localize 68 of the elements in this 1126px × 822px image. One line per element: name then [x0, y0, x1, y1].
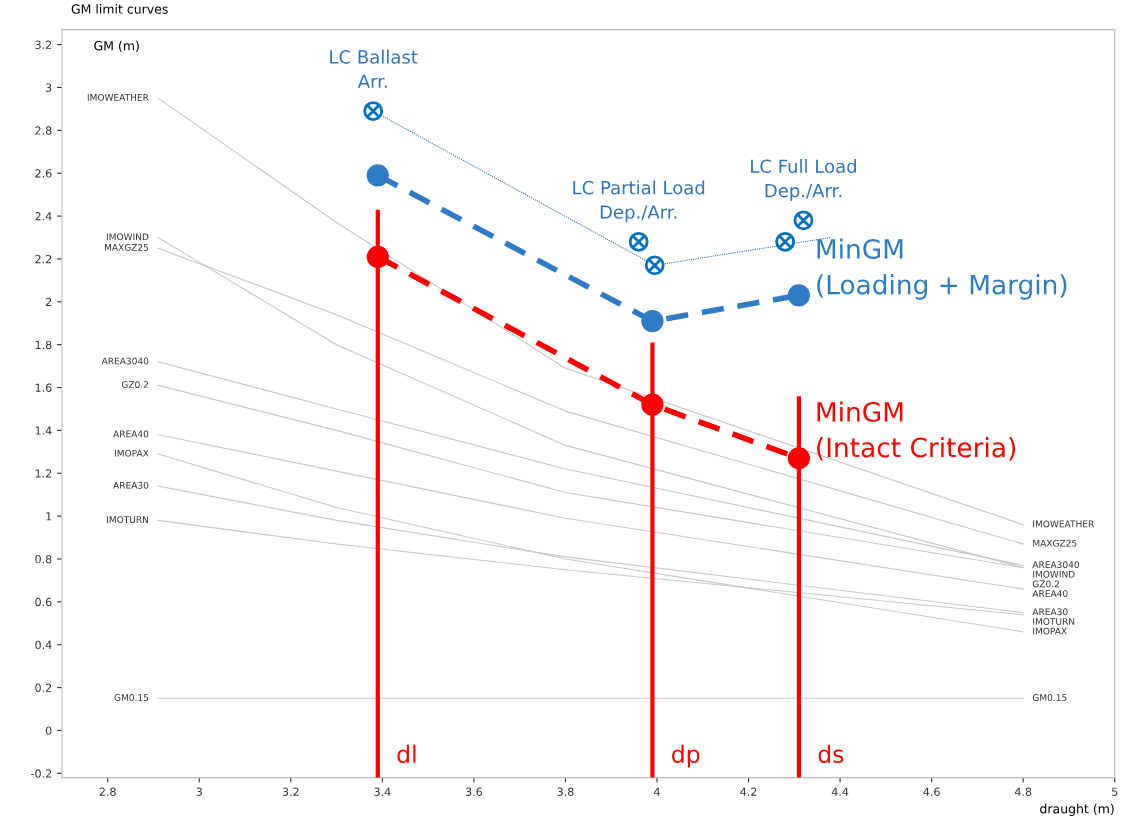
text: AREA3040: [101, 357, 149, 365]
y-tick-label: 0.4: [35, 640, 52, 650]
x-tick-label: 3: [196, 787, 202, 796]
x-axis-title: draught (m): [1040, 803, 1114, 816]
line-series: [157, 434, 1024, 590]
x-tick-label: 4: [654, 787, 660, 796]
text: AREA40: [113, 430, 149, 438]
x-tick-label: 2.8: [99, 787, 116, 796]
y-tick-label: 1.6: [35, 383, 52, 392]
annotation: LC Ballast Arr.: [330, 49, 418, 88]
y-tick-label: 2.2: [35, 254, 52, 264]
text: IMOWIND: [1033, 570, 1075, 578]
y-tick-label: 0: [45, 726, 52, 735]
y-tick-label: 2: [45, 297, 52, 307]
text: GZ0.2: [1032, 580, 1059, 588]
series-label: IMOWEATHER: [87, 93, 149, 101]
x-tick-label: 3.2: [282, 787, 299, 796]
x-tick-label: 4.6: [923, 787, 940, 796]
text: GM0.15: [114, 694, 149, 701]
y-axis-title: GM (m): [94, 40, 139, 52]
x-tick-label: 5: [1112, 787, 1118, 796]
series-label: AREA40: [1032, 590, 1068, 597]
series-label: GM0.15: [1032, 694, 1067, 701]
x-tick-label: 3.8: [557, 787, 574, 796]
point: [366, 245, 389, 268]
y-tick-label: 2.8: [35, 126, 52, 135]
series-label: IMOWIND: [106, 233, 149, 241]
annotation: LC Full Load Dep./Arr.: [751, 159, 856, 201]
text: IMOPAX: [1033, 627, 1067, 635]
point: [787, 284, 811, 307]
text: AREA30: [113, 481, 149, 489]
series-label: ds: [818, 744, 844, 764]
point: [366, 164, 389, 187]
x-tick-label: 4.2: [740, 787, 757, 796]
point: [787, 447, 811, 470]
series-label: MAXGZ25: [104, 244, 149, 251]
y-tick-label: 0.2: [35, 683, 52, 692]
text: IMOWEATHER: [1033, 520, 1095, 528]
x-tick-label: 3.6: [465, 787, 483, 796]
y-tick-label: 1: [46, 512, 52, 521]
series-label: GZ0.2: [121, 381, 148, 388]
y-tick-label: 1.2: [35, 469, 52, 478]
series-label: dl: [397, 744, 416, 764]
text: IMOTURN: [1033, 618, 1075, 625]
y-tick-label: 2.6: [35, 169, 52, 178]
series-label: AREA30: [1032, 608, 1068, 616]
y-tick-label: 1.8: [35, 340, 52, 350]
series-label: IMOPAX: [115, 449, 149, 457]
y-tick-label: 3: [45, 83, 52, 92]
annotation: LC Partial Load Dep./Arr.: [573, 180, 705, 223]
x-tick-label: 4.8: [1014, 787, 1032, 796]
x-tick-label: 3.4: [374, 787, 391, 796]
y-tick-label: 1.4: [35, 426, 52, 435]
series-label: MinGM (Intact Criteria): [817, 401, 1016, 461]
series-label: AREA3040: [1032, 561, 1080, 569]
y-tick-label: 2.4: [35, 212, 52, 221]
y-tick-label: 0.8: [35, 554, 52, 564]
series-label: IMOTURN: [107, 516, 149, 524]
y-tick-label: 0.6: [35, 597, 52, 607]
x-tick-label: 4.4: [831, 787, 849, 796]
series-label: dp: [672, 744, 700, 768]
point: [641, 309, 664, 333]
chart-title: GM limit curves: [71, 4, 168, 14]
text: MAXGZ25: [1033, 539, 1077, 547]
series-label: MinGM (Loading + Margin): [817, 238, 1067, 300]
point: [641, 393, 664, 416]
y-tick-label: 3.2: [35, 40, 52, 49]
y-tick-label: -0.2: [31, 769, 52, 778]
